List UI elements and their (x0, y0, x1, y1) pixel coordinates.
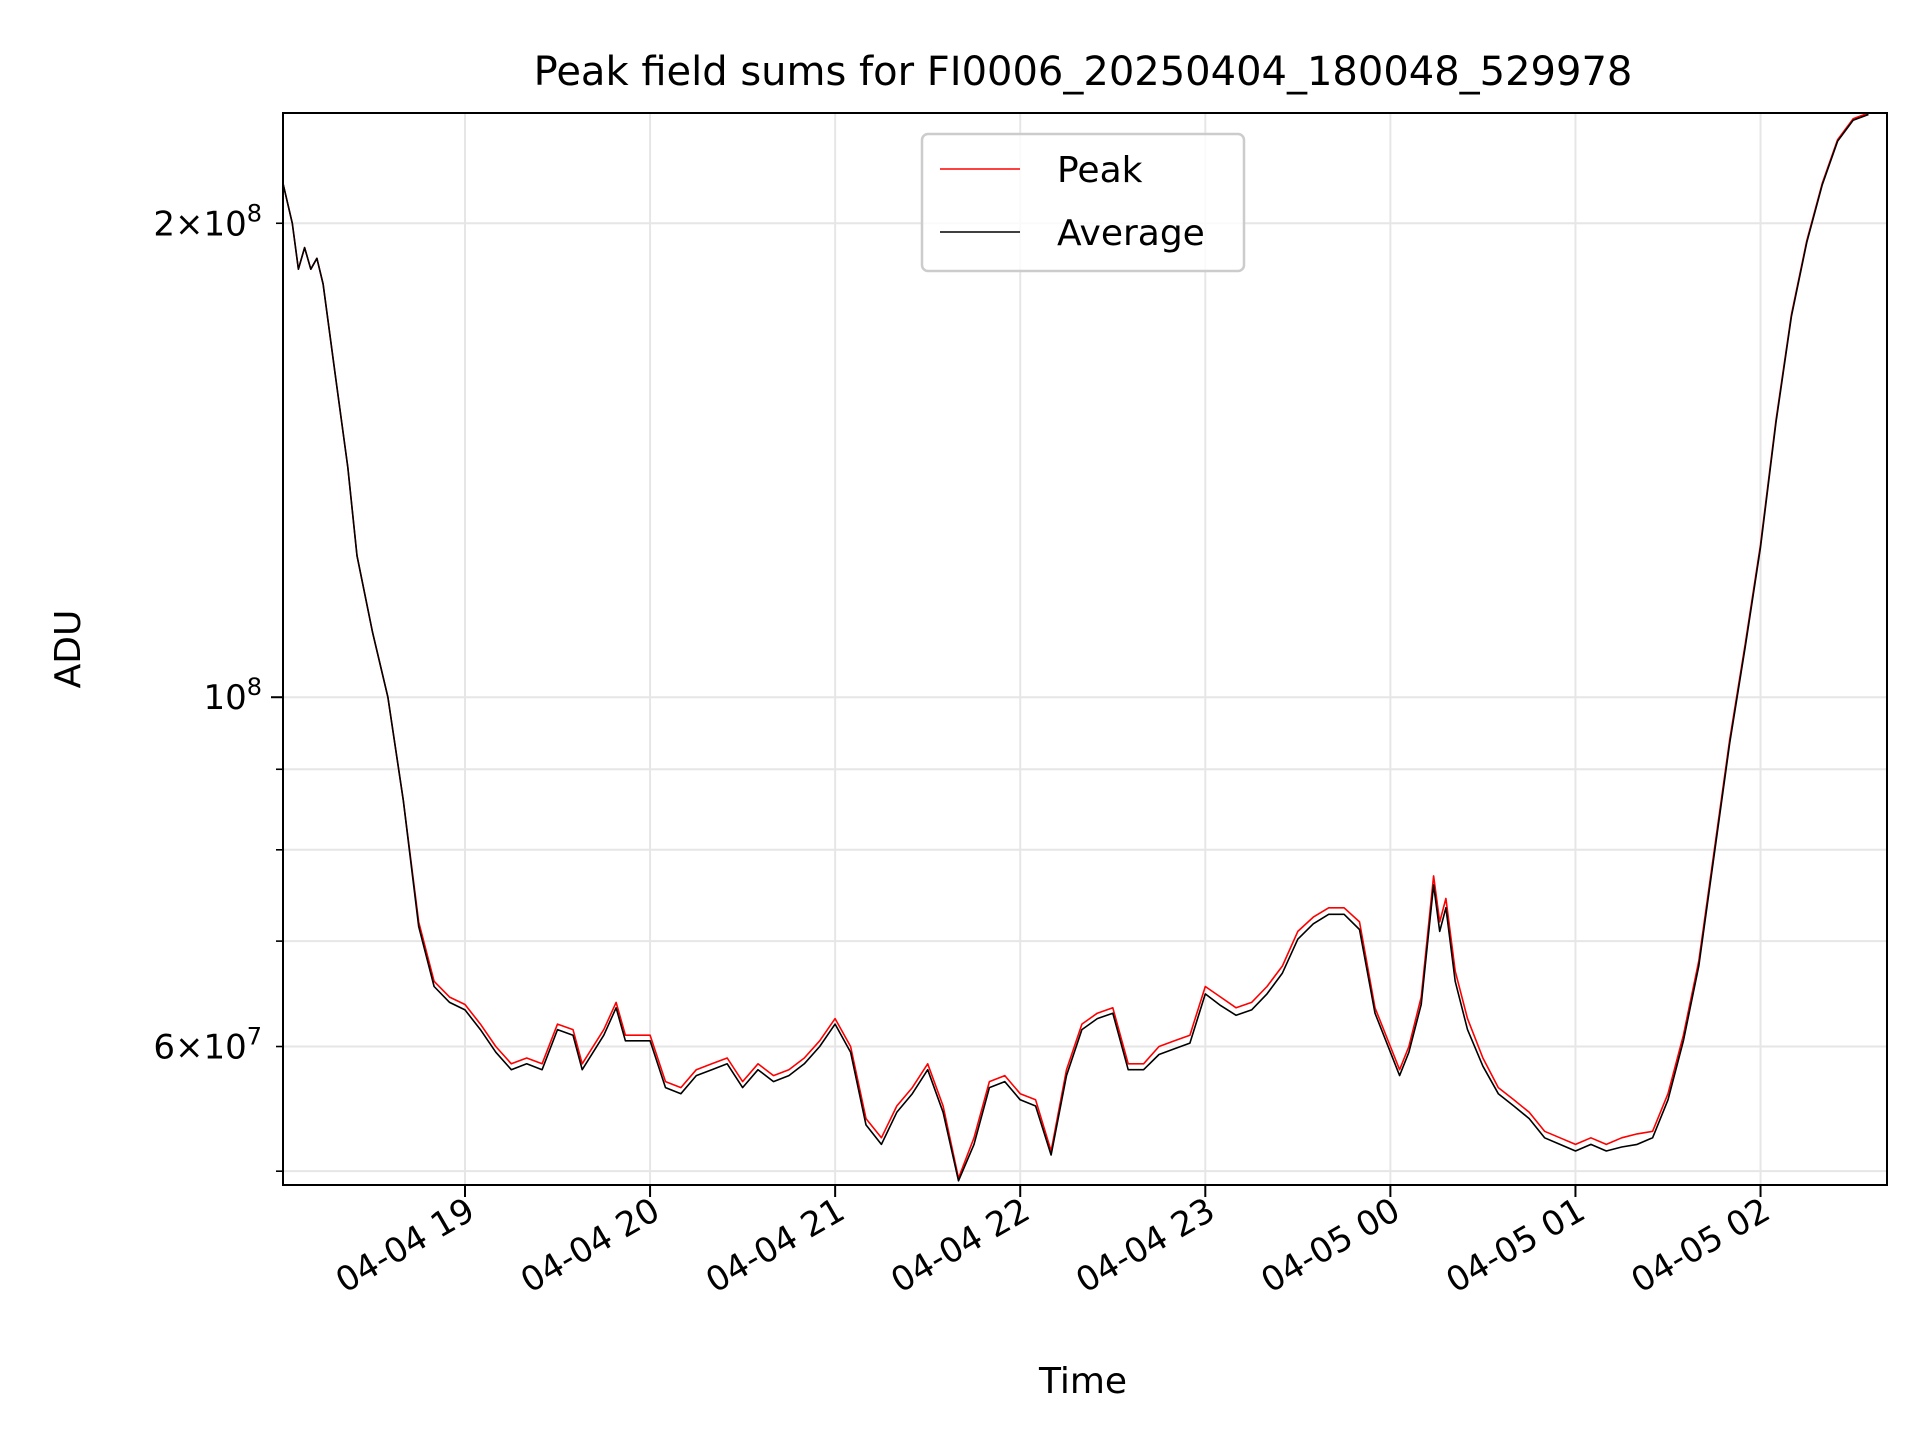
legend: Peak Average (920, 132, 1246, 273)
plot-frame (282, 112, 1888, 1186)
legend-label-peak: Peak (1057, 150, 1143, 191)
legend-label-average: Average (1057, 213, 1205, 254)
series-lines (283, 113, 1869, 1182)
series-line-peak (283, 113, 1869, 1179)
y-tick-label: 108 (203, 673, 262, 718)
y-tick-label: 6×107 (153, 1023, 262, 1068)
x-axis-label: Time (1038, 1361, 1127, 1402)
chart-title: Peak field sums for FI0006_20250404_1800… (534, 49, 1633, 95)
y-tick-label: 2×108 (153, 199, 262, 244)
series-line-average (283, 113, 1869, 1182)
y-axis-label: ADU (48, 610, 89, 689)
